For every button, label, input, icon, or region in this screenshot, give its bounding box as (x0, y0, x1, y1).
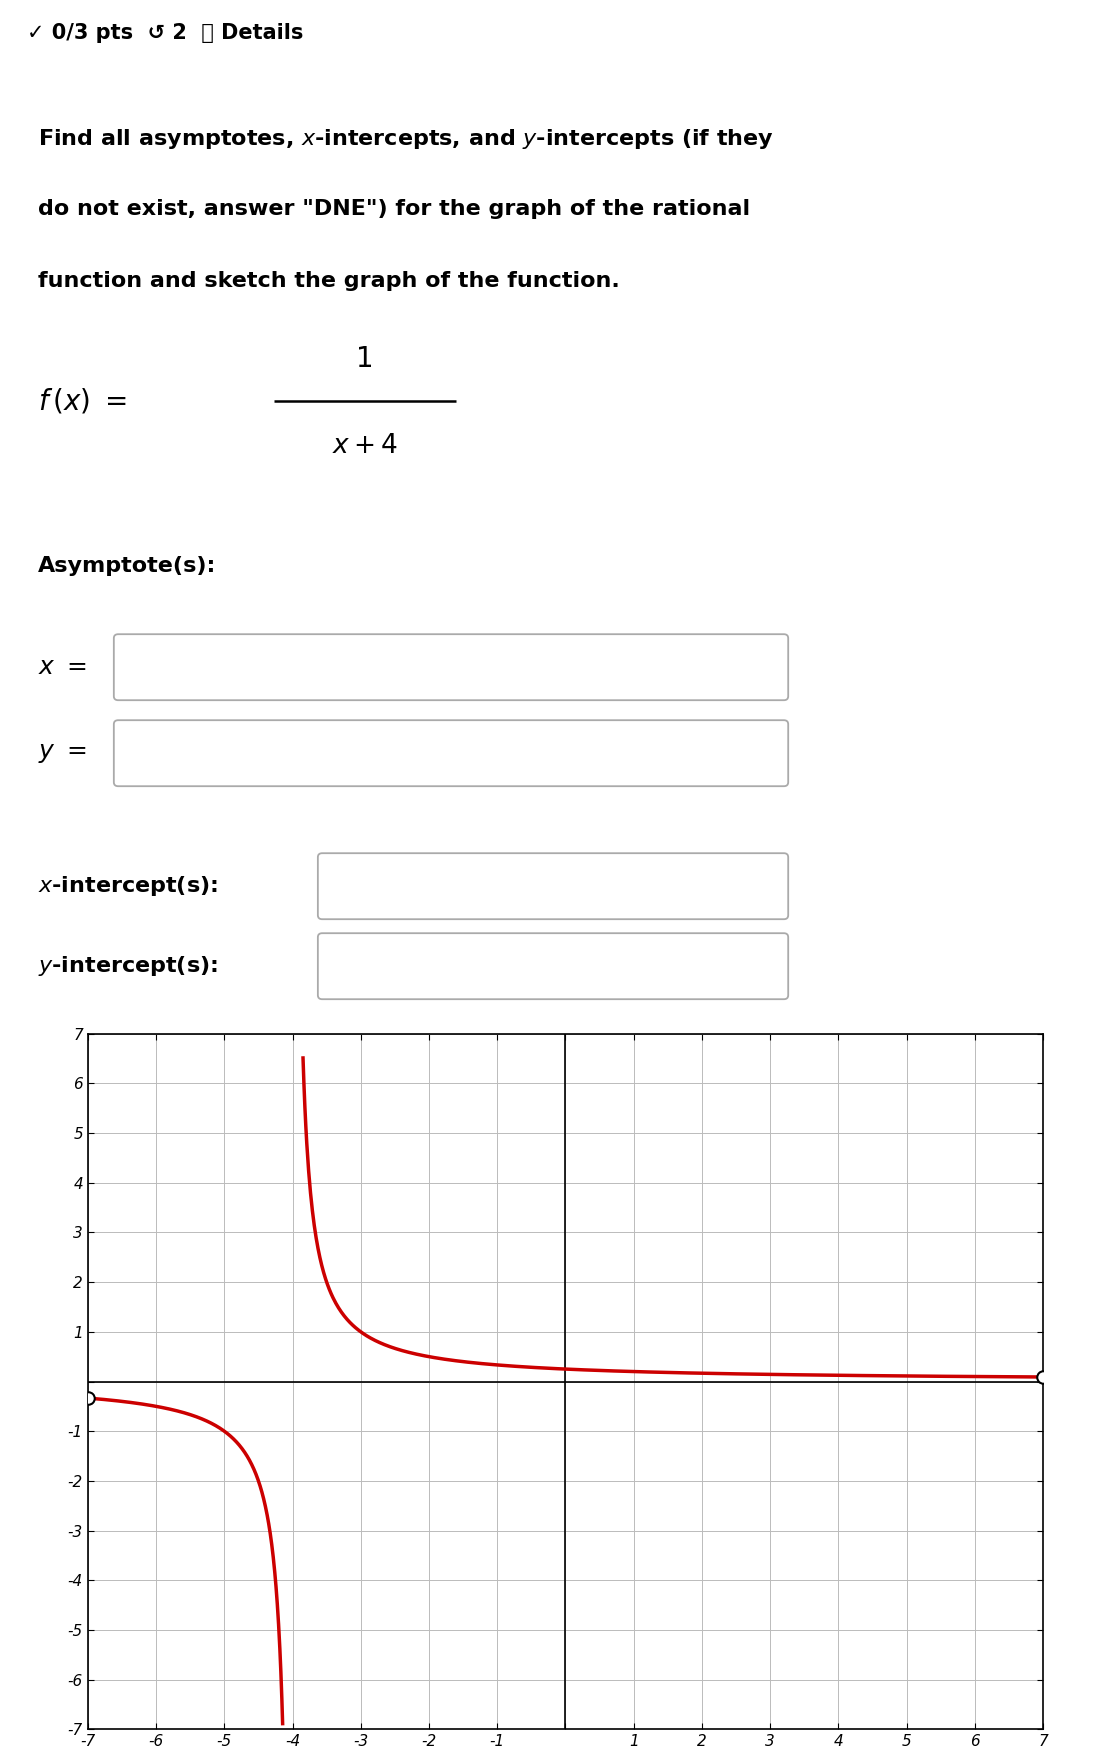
Text: 1: 1 (356, 345, 374, 373)
Text: $x\ =$: $x\ =$ (37, 655, 87, 680)
Text: $f\,(x)\ =$: $f\,(x)\ =$ (37, 387, 126, 416)
Text: do not exist, answer "DNE") for the graph of the rational: do not exist, answer "DNE") for the grap… (37, 199, 750, 218)
Text: function and sketch the graph of the function.: function and sketch the graph of the fun… (37, 271, 619, 291)
Text: $y$-intercept(s):: $y$-intercept(s): (37, 954, 217, 977)
Text: ✓ 0/3 pts  ↺ 2  ⓘ Details: ✓ 0/3 pts ↺ 2 ⓘ Details (27, 23, 304, 44)
FancyBboxPatch shape (114, 634, 788, 701)
FancyBboxPatch shape (317, 933, 788, 998)
Text: Find all asymptotes, $x$-intercepts, and $y$-intercepts (if they: Find all asymptotes, $x$-intercepts, and… (37, 127, 774, 151)
Text: $x$-intercept(s):: $x$-intercept(s): (37, 873, 217, 898)
Text: $x + 4$: $x + 4$ (332, 433, 399, 460)
FancyBboxPatch shape (114, 720, 788, 785)
Text: $y\ =$: $y\ =$ (37, 741, 87, 766)
Text: Asymptote(s):: Asymptote(s): (37, 556, 216, 576)
FancyBboxPatch shape (317, 852, 788, 919)
